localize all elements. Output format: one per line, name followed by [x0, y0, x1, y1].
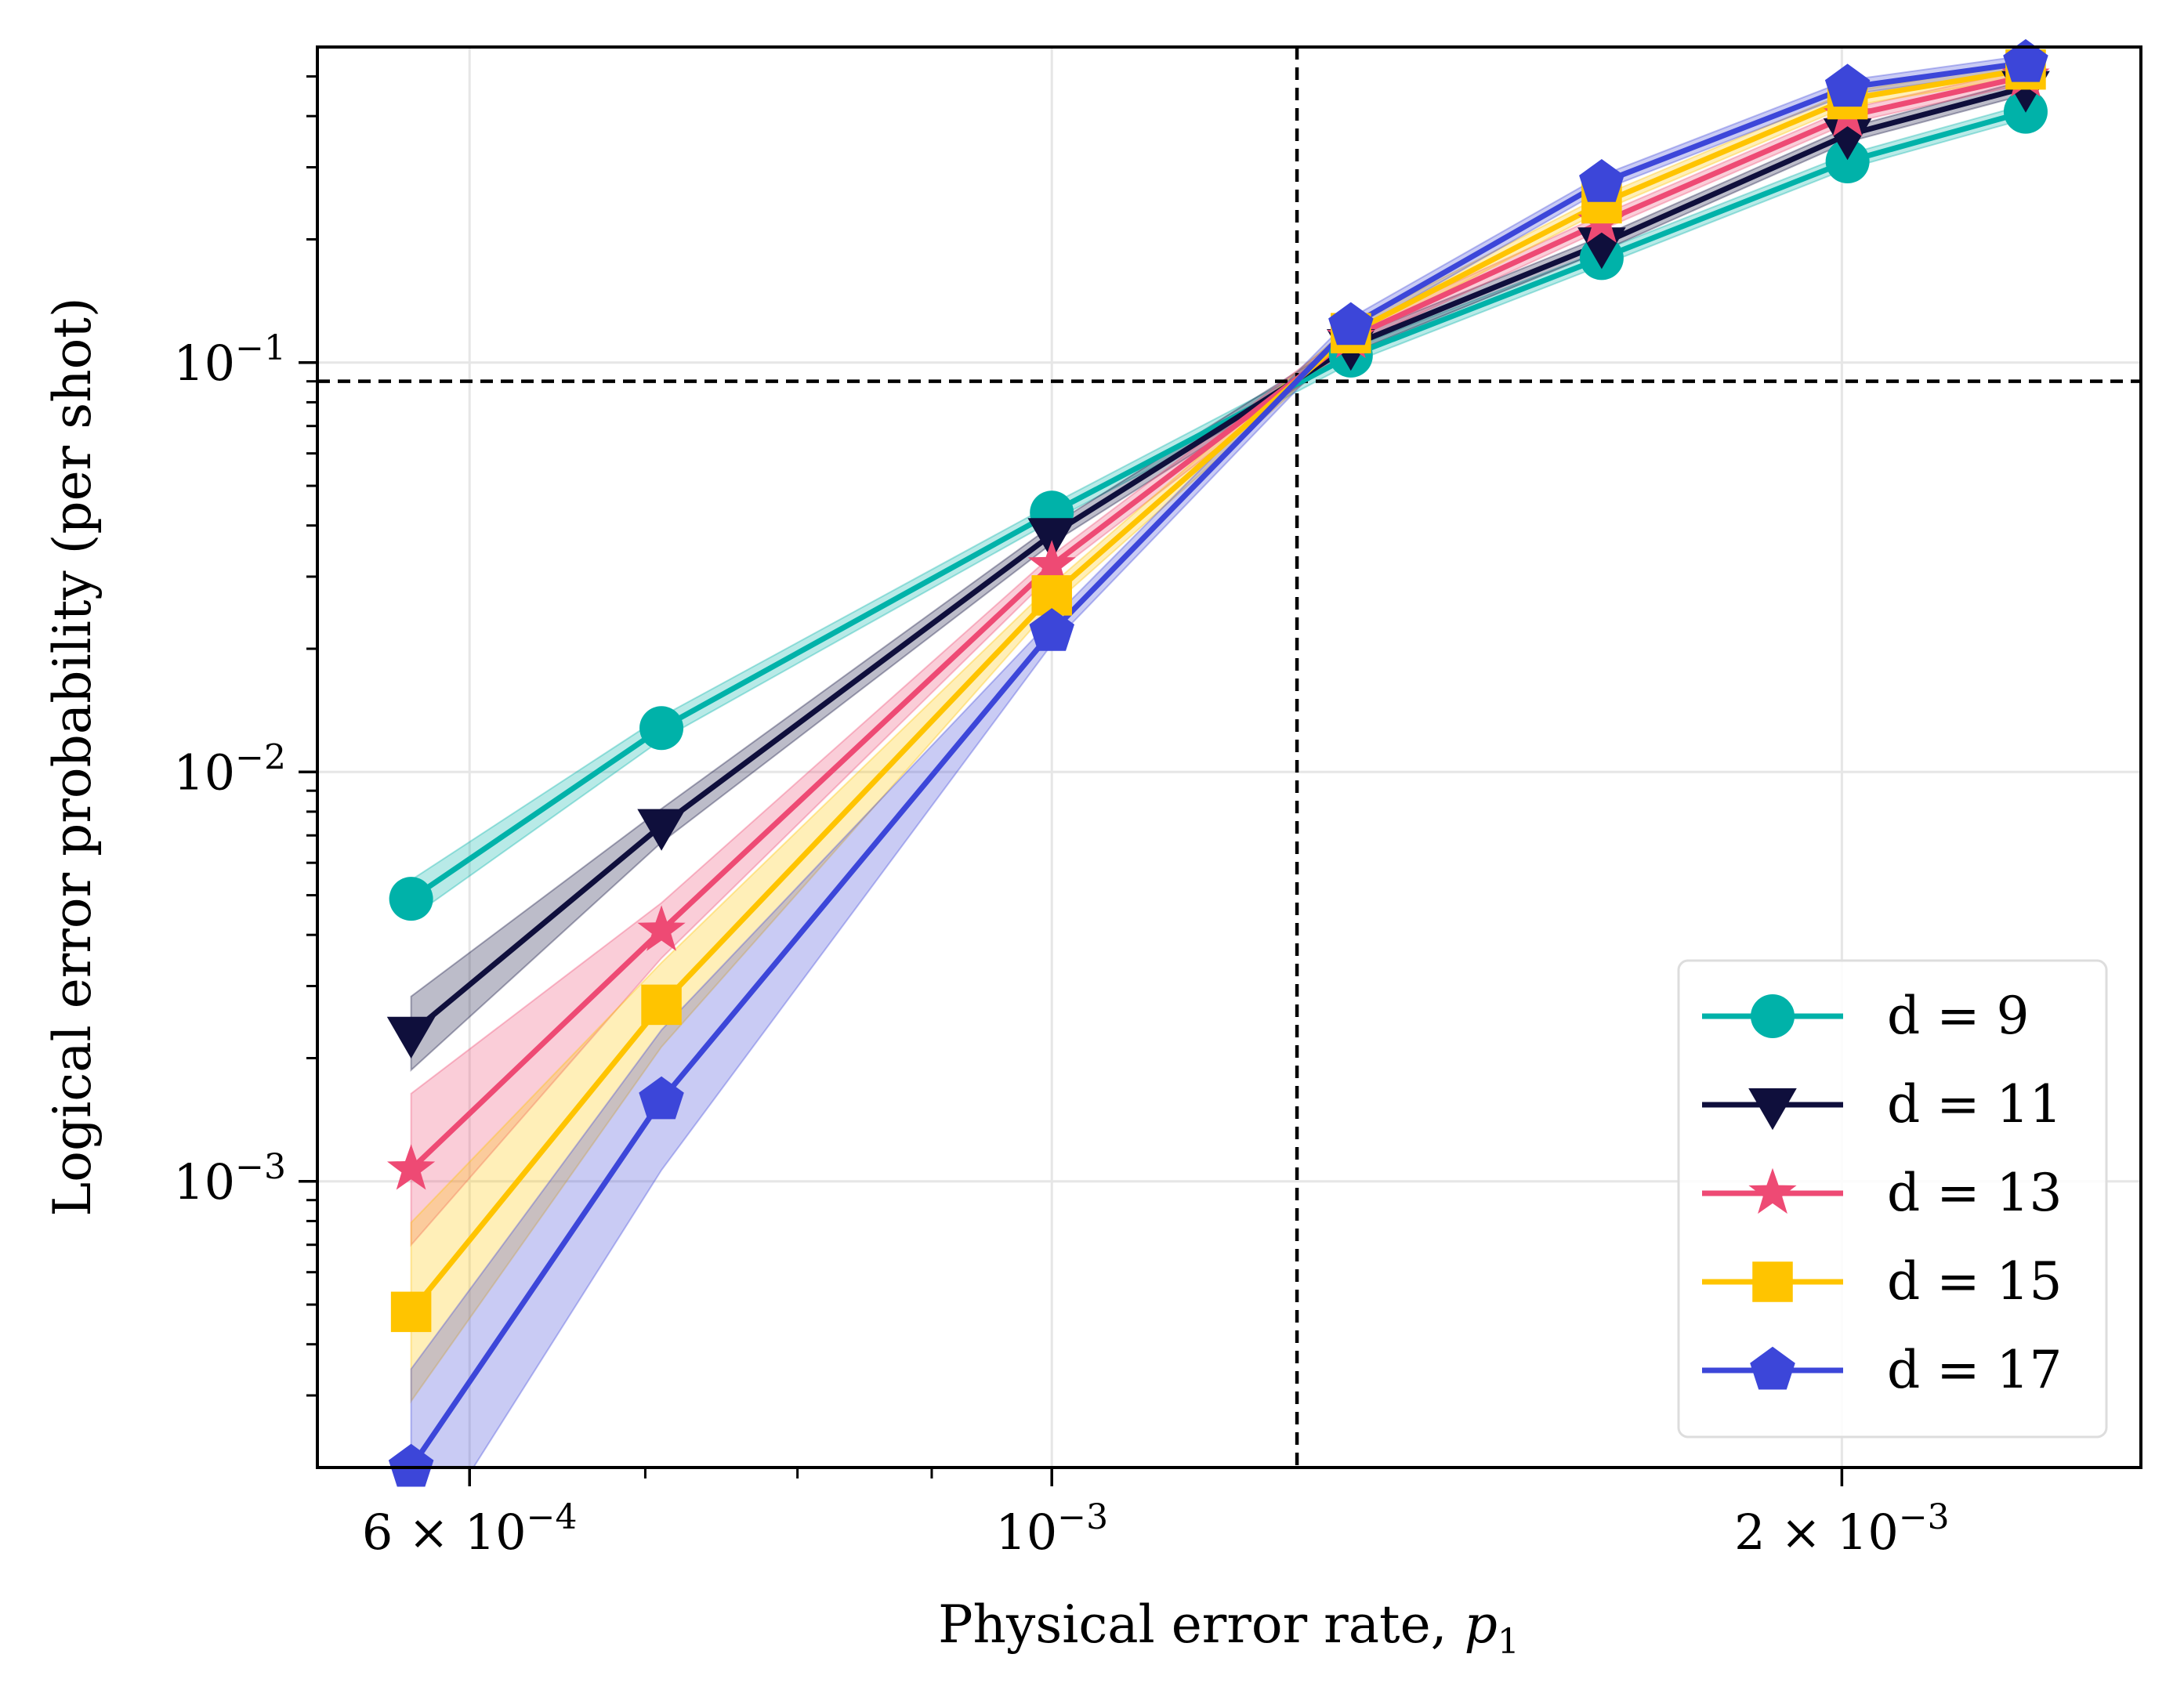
data-point	[1825, 139, 1870, 184]
data-point	[637, 905, 686, 951]
data-point	[389, 877, 433, 921]
legend-marker	[1748, 1167, 1797, 1214]
series-line	[409, 85, 2026, 1036]
legend-label: d = 11	[1887, 1074, 2063, 1135]
data-point	[1328, 302, 1374, 346]
data-point	[1824, 63, 1871, 107]
data-point	[641, 984, 682, 1026]
data-point	[387, 1144, 436, 1190]
y-tick-label: 10−1	[173, 328, 286, 392]
data-point	[1027, 518, 1076, 560]
data-point	[637, 809, 686, 851]
x-axis-label: Physical error rate, p1	[938, 1594, 1519, 1662]
data-point	[388, 1443, 434, 1487]
data-point	[390, 1291, 432, 1333]
data-point	[1027, 540, 1076, 586]
x-tick-label: 2 × 10−3	[1734, 1497, 1950, 1561]
data-point	[1029, 608, 1074, 651]
x-tick-label: 10−3	[995, 1497, 1108, 1561]
data-point	[1579, 159, 1624, 202]
series-line	[409, 109, 2026, 902]
axis-ticks: 6 × 10−4 10−3 2 × 10−3 10−3 10−2 10−1	[173, 75, 1950, 1561]
threshold-reference-lines	[317, 47, 2141, 1468]
legend-label: d = 9	[1887, 986, 2030, 1046]
legend-label: d = 13	[1887, 1163, 2063, 1223]
x-tick-label: 6 × 10−4	[362, 1497, 578, 1561]
y-tick-label: 10−3	[173, 1147, 286, 1211]
legend-marker	[1750, 1346, 1795, 1390]
data-point	[386, 1016, 436, 1059]
plot-frame	[316, 45, 2142, 1469]
data-point	[639, 706, 684, 751]
y-tick-label: 10−2	[173, 737, 286, 801]
y-axis-label: Logical error probability (per shot)	[42, 297, 103, 1216]
data-point	[2003, 38, 2048, 82]
legend-box	[1677, 959, 2108, 1439]
legend-marker	[1748, 1088, 1797, 1131]
legend-marker	[1751, 994, 1795, 1038]
legend: d = 9 d = 11 d = 13 d = 15 d = 17	[1677, 959, 2108, 1439]
legend-label: d = 17	[1887, 1340, 2063, 1400]
confidence-band	[410, 103, 2026, 920]
data-point	[639, 1076, 684, 1120]
series-markers	[386, 38, 2050, 1487]
legend-marker	[1752, 1261, 1793, 1302]
legend-label: d = 15	[1887, 1251, 2063, 1312]
